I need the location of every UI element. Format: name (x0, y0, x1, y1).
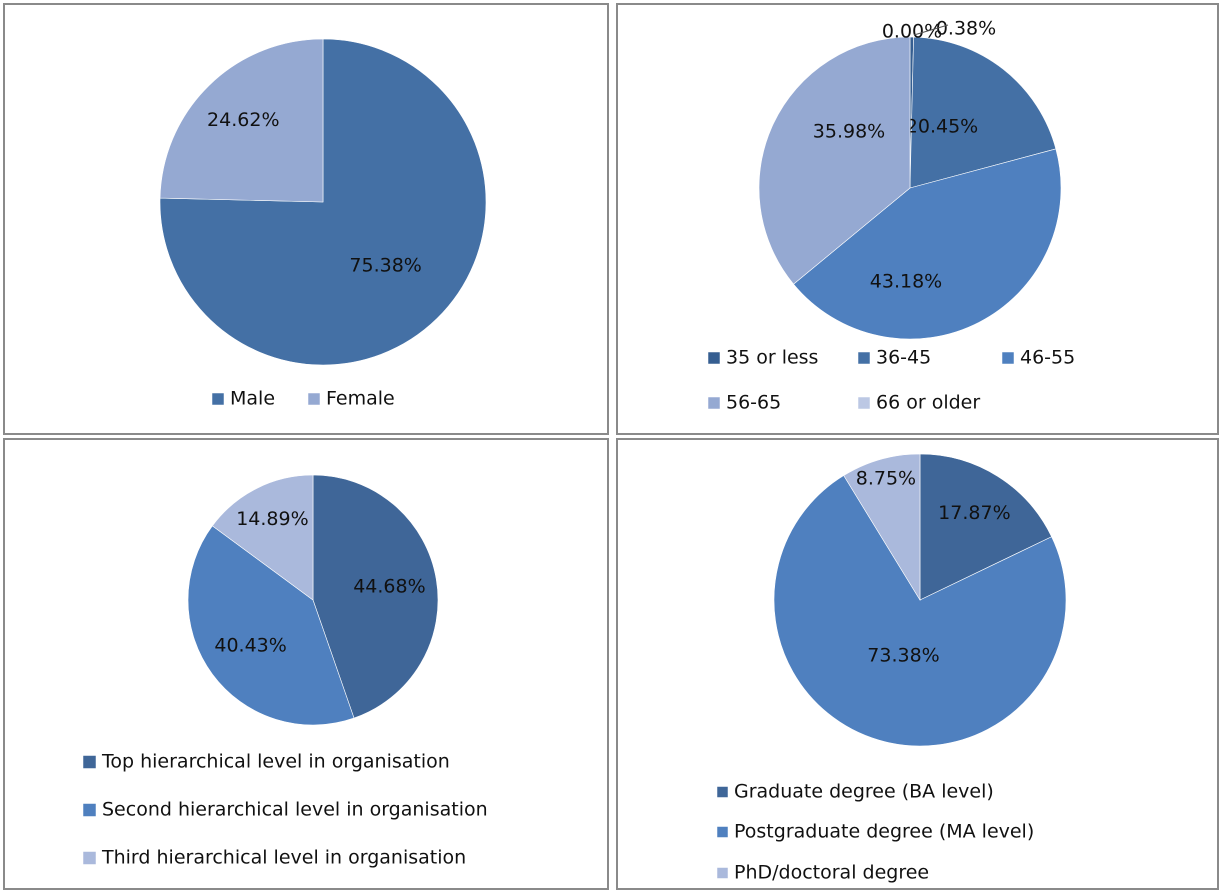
leader-line (913, 24, 949, 36)
legend-swatch (1001, 351, 1015, 365)
data-label: 24.62% (207, 109, 279, 131)
data-label: 14.89% (236, 508, 308, 530)
data-label: 73.38% (867, 645, 939, 667)
chart-panel-education: 17.87% 73.38% 8.75% Graduate degree (BA lev… (616, 438, 1219, 890)
chart-panel-gender: 75.38% 24.62% Male Female (3, 3, 609, 435)
chart-panel-hierarchy: 44.68% 40.43% 14.89% Top hierarchical level… (3, 438, 609, 890)
legend-swatch (82, 803, 97, 817)
legend-item: Male (211, 388, 275, 410)
legend-label: 36-45 (876, 347, 931, 369)
pie-slice (211, 474, 314, 601)
legend-label: 35 or less (726, 347, 818, 369)
pie-slice (187, 525, 355, 726)
data-label: 35.98% (813, 121, 885, 143)
legend-item: Graduate degree (BA level) (716, 781, 994, 803)
legend-label: 66 or older (876, 392, 980, 414)
data-label: 44.68% (353, 576, 425, 598)
legend-swatch (211, 392, 225, 406)
legend-item: 46-55 (1001, 347, 1075, 369)
data-label: 8.75% (856, 468, 916, 490)
data-label: 75.38% (349, 255, 421, 277)
legend-item: 35 or less (707, 347, 818, 369)
legend-swatch (857, 396, 871, 410)
legend-label: 56-65 (726, 392, 781, 414)
data-label: 43.18% (870, 271, 942, 293)
legend-item: Postgraduate degree (MA level) (716, 821, 1034, 843)
legend-item: Top hierarchical level in organisation (82, 751, 450, 773)
legend-swatch (716, 826, 729, 838)
legend-item: 56-65 (707, 392, 781, 414)
legend-label: 46-55 (1020, 347, 1075, 369)
pie-slice (843, 453, 921, 602)
data-label: 20.45% (906, 116, 978, 138)
legend-label: Male (230, 388, 275, 410)
pie-slice (758, 36, 911, 285)
pie-slice (312, 474, 439, 719)
legend-label: Top hierarchical level in organisation (101, 751, 450, 773)
pie-chart-education: 17.87% 73.38% 8.75% Graduate degree (BA lev… (716, 453, 1067, 884)
pie-slice (919, 453, 1052, 601)
legend-item: 36-45 (857, 347, 931, 369)
legend-label: Third hierarchical level in organisation (101, 847, 466, 869)
pie-chart-age: 0.38% 20.45% 43.18% 35.98% 0.00% 35 or less 36… (707, 18, 1075, 414)
data-label: 40.43% (214, 634, 286, 656)
legend-swatch (857, 351, 871, 365)
data-label: 0.00% (882, 21, 942, 43)
data-label: 17.87% (938, 502, 1010, 524)
legend-swatch (82, 851, 97, 865)
chart-panel-age: 0.38% 20.45% 43.18% 35.98% 0.00% 35 or less 36… (616, 3, 1219, 435)
legend-label: Second hierarchical level in organisatio… (102, 799, 488, 821)
legend-swatch (82, 755, 97, 769)
legend-label: Graduate degree (BA level) (734, 781, 994, 803)
legend-item: PhD/doctoral degree (716, 862, 929, 884)
legend-item: Second hierarchical level in organisatio… (82, 799, 488, 821)
legend-label: PhD/doctoral degree (734, 862, 929, 884)
legend-item: Female (307, 388, 395, 410)
legend-item: Third hierarchical level in organisation (82, 847, 466, 869)
pie-slice (773, 475, 1067, 747)
legend-swatch (716, 786, 729, 798)
pie-slice (159, 38, 324, 203)
legend-swatch (707, 396, 721, 410)
legend-item: 66 or older (857, 392, 980, 414)
data-label: 0.38% (936, 18, 996, 40)
legend-swatch (716, 867, 729, 879)
legend-label: Female (326, 388, 395, 410)
legend-swatch (307, 392, 321, 406)
pie-chart-hierarchy: 44.68% 40.43% 14.89% Top hierarchical level… (82, 474, 488, 869)
pie-slice (793, 148, 1062, 340)
legend-swatch (707, 351, 721, 365)
pie-chart-gender: 75.38% 24.62% Male Female (159, 38, 487, 410)
legend-label: Postgraduate degree (MA level) (734, 821, 1034, 843)
pie-slice (909, 36, 1057, 189)
